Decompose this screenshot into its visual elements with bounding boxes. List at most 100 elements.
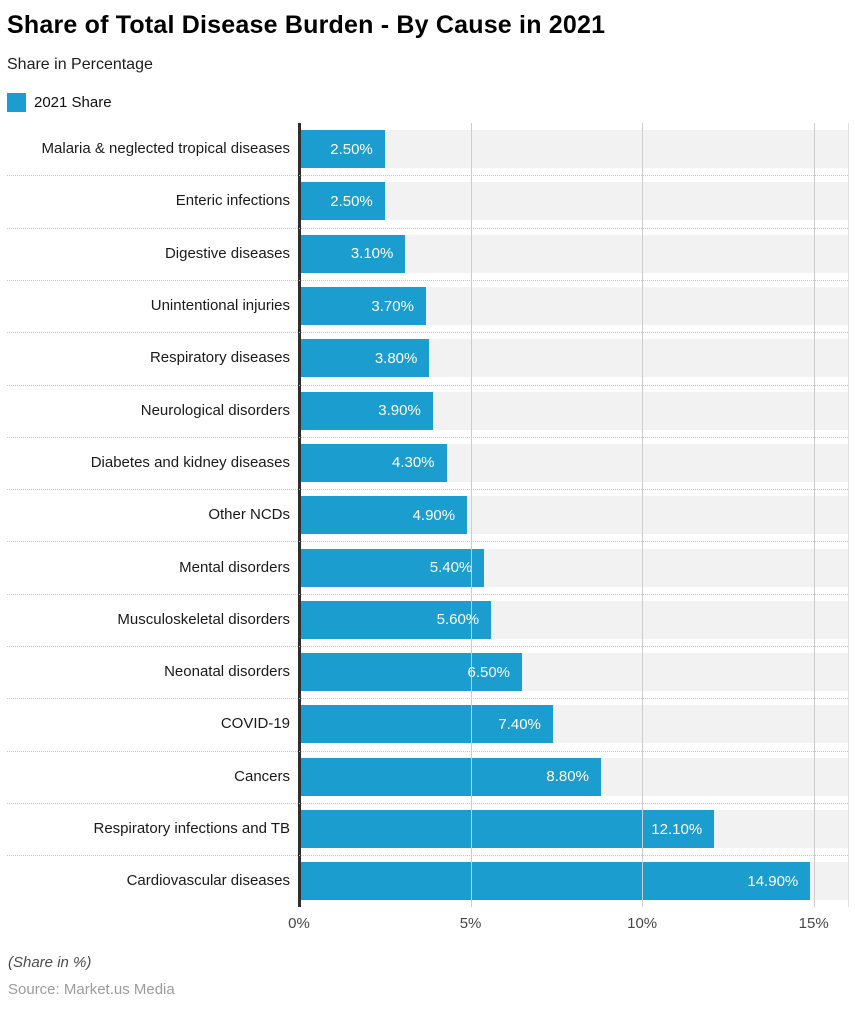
bar-track: 3.90%	[299, 391, 848, 430]
row-separator	[7, 332, 848, 334]
row-separator	[7, 227, 848, 229]
bar-track: 4.30%	[299, 443, 848, 482]
chart-row: Cardiovascular diseases 14.90%	[7, 855, 848, 907]
chart-row: Respiratory diseases 3.80%	[7, 332, 848, 384]
category-label: Respiratory diseases	[149, 349, 290, 367]
bar-track: 6.50%	[299, 653, 848, 692]
row-separator	[7, 855, 848, 857]
bar-value-label: 3.90%	[378, 402, 421, 420]
bar-track: 7.40%	[299, 705, 848, 744]
chart-row: Cancers 8.80%	[7, 751, 848, 803]
bar-track: 5.60%	[299, 600, 848, 639]
chart-subtitle: Share in Percentage	[7, 56, 153, 73]
category-label: Other NCDs	[208, 506, 290, 524]
bar-track: 5.40%	[299, 548, 848, 587]
bar[interactable]: 5.40%	[299, 548, 485, 587]
bar-value-label: 5.60%	[436, 611, 480, 629]
plot-right-edge-line	[848, 123, 849, 908]
bar[interactable]: 5.60%	[299, 600, 492, 639]
bar-track: 14.90%	[299, 862, 848, 901]
category-label: Neonatal disorders	[164, 663, 290, 681]
chart-row: Respiratory infections and TB 12.10%	[7, 803, 848, 855]
bar-value-label: 3.80%	[374, 349, 418, 367]
bar-value-label: 8.80%	[546, 768, 589, 786]
bar[interactable]: 3.70%	[299, 287, 426, 326]
chart-rows: Malaria & neglected tropical diseases 2.5…	[7, 123, 848, 907]
chart-row: Unintentional injuries 3.70%	[7, 280, 848, 332]
bar[interactable]: 3.10%	[299, 234, 406, 273]
bar-value-label: 3.10%	[350, 245, 394, 263]
chart-row: Enteric infections 2.50%	[7, 175, 848, 227]
bar-value-label: 3.70%	[371, 297, 414, 315]
category-label: COVID-19	[220, 715, 290, 733]
bar[interactable]: 3.90%	[299, 391, 433, 430]
category-label: Musculoskeletal disorders	[117, 610, 290, 628]
axis-unit-note: (Share in %)	[8, 954, 92, 972]
bar[interactable]: 2.50%	[299, 130, 385, 169]
bar-value-label: 4.90%	[412, 506, 456, 524]
bar-value-label: 4.30%	[391, 454, 435, 472]
chart-row: Neonatal disorders 6.50%	[7, 646, 848, 698]
bar[interactable]: 12.10%	[299, 810, 715, 848]
row-separator	[7, 646, 848, 647]
x-tick-label: 15%	[798, 915, 829, 933]
chart-row: COVID-19 7.40%	[7, 698, 848, 750]
bar-track: 2.50%	[299, 130, 848, 169]
row-separator	[7, 593, 848, 595]
row-separator	[7, 541, 848, 543]
chart-footer: (Share in %) Source: Market.us Media	[7, 953, 848, 1000]
x-tick-label: 5%	[459, 915, 482, 933]
bar-value-label: 7.40%	[498, 715, 541, 733]
chart-row: Malaria & neglected tropical diseases 2.5…	[7, 123, 848, 175]
bar-track: 4.90%	[299, 496, 848, 535]
category-label: Unintentional injuries	[150, 297, 290, 315]
row-separator	[7, 384, 848, 386]
category-label: Neurological disorders	[140, 401, 290, 419]
bar[interactable]: 4.30%	[299, 443, 447, 482]
category-label: Diabetes and kidney diseases	[90, 453, 290, 471]
row-separator	[7, 698, 848, 700]
bar[interactable]: 3.80%	[299, 339, 430, 378]
category-label: Mental disorders	[179, 558, 290, 576]
bar-value-label: 5.40%	[429, 559, 473, 577]
chart-row: Diabetes and kidney diseases 4.30%	[7, 437, 848, 489]
row-separator	[7, 489, 848, 491]
bar-track: 3.80%	[299, 339, 848, 378]
category-label: Malaria & neglected tropical diseases	[41, 140, 290, 158]
legend-swatch-icon[interactable]	[7, 92, 26, 112]
bar[interactable]: 2.50%	[299, 182, 385, 221]
category-label: Digestive diseases	[164, 244, 290, 262]
bar[interactable]: 4.90%	[299, 496, 468, 535]
chart-row: Other NCDs 4.90%	[7, 489, 848, 541]
category-label: Cancers	[234, 767, 290, 785]
row-separator	[7, 436, 848, 438]
chart-title: Share of Total Disease Burden - By Cause…	[7, 11, 606, 39]
legend-item-2021-share[interactable]: 2021 Share	[34, 93, 112, 111]
chart-row: Mental disorders 5.40%	[7, 541, 848, 593]
category-label: Enteric infections	[175, 192, 290, 210]
bar-track: 2.50%	[299, 182, 848, 221]
bar-track: 3.70%	[299, 287, 848, 326]
chart-row: Musculoskeletal disorders 5.60%	[7, 594, 848, 646]
bar[interactable]: 7.40%	[299, 705, 553, 744]
bar-chart: Malaria & neglected tropical diseases 2.5…	[7, 123, 849, 908]
bar-value-label: 14.90%	[747, 872, 799, 890]
x-tick-label: 0%	[288, 915, 310, 933]
x-axis: 0% 5% 10% 15%	[288, 907, 848, 939]
bar[interactable]: 6.50%	[299, 653, 523, 692]
source-credit: Source: Market.us Media	[8, 981, 175, 999]
bar-value-label: 2.50%	[330, 192, 373, 210]
legend: 2021 Share	[7, 92, 848, 112]
bar[interactable]: 8.80%	[299, 757, 601, 796]
row-separator	[7, 750, 848, 752]
row-separator	[7, 175, 848, 177]
bar[interactable]: 14.90%	[299, 862, 811, 901]
bar-track: 3.10%	[299, 234, 848, 273]
row-separator	[7, 279, 848, 281]
category-label: Cardiovascular diseases	[126, 872, 290, 890]
bar-track: 8.80%	[299, 757, 848, 796]
bar-value-label: 6.50%	[467, 663, 511, 681]
category-label: Respiratory infections and TB	[93, 820, 291, 837]
chart-row: Neurological disorders 3.90%	[7, 384, 848, 436]
chart-row: Digestive diseases 3.10%	[7, 228, 848, 280]
